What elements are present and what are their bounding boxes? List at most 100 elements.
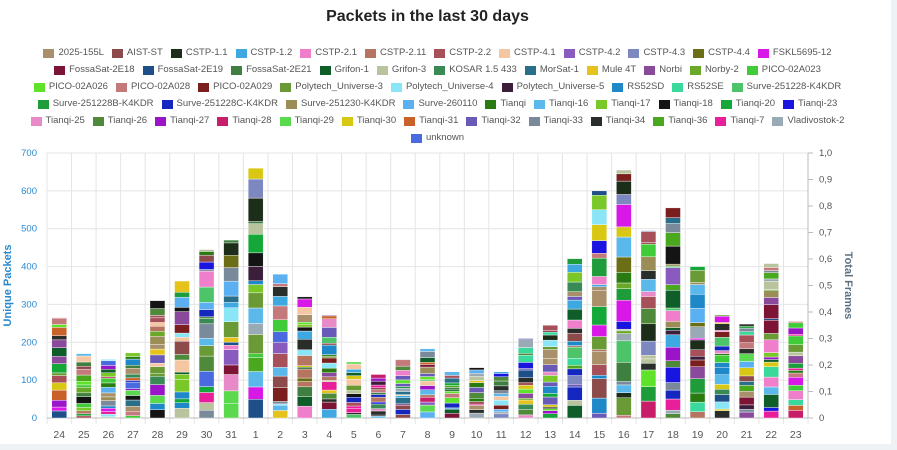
bar-segment	[174, 292, 190, 298]
bar-segment	[665, 307, 681, 311]
bar-segment	[468, 376, 485, 381]
legend-item[interactable]: Mule 4T	[586, 63, 636, 77]
legend-item[interactable]: CSTP-2.2	[434, 46, 491, 60]
legend-item[interactable]: Grifon-1	[319, 63, 369, 77]
legend-item[interactable]: Norby-2	[689, 63, 739, 77]
legend-item[interactable]: Polytech_Universe-5	[501, 80, 604, 94]
legend-item[interactable]: Tianqi-28	[217, 114, 272, 128]
legend-item[interactable]: CSTP-1.1	[170, 46, 228, 60]
bar-segment	[616, 226, 632, 238]
bar-segment	[517, 393, 534, 399]
bar-segment	[198, 386, 215, 393]
x-tick-label: 2	[277, 429, 283, 441]
bar-segment	[493, 405, 509, 410]
bar-segment	[738, 342, 755, 350]
legend-item[interactable]: Polytech_Universe-4	[390, 80, 494, 94]
bar-segment	[198, 323, 215, 339]
legend-item[interactable]: Surve-251228C-K4KDR	[161, 97, 278, 111]
legend-item[interactable]: Tianqi-23	[783, 97, 837, 111]
bar-segment	[321, 393, 338, 400]
legend-item[interactable]: Tianqi-20	[720, 97, 775, 111]
legend-item[interactable]: RS52SD	[612, 80, 664, 94]
legend-item[interactable]: Tianqi-16	[533, 97, 588, 111]
bar-segment	[738, 348, 755, 354]
legend-item[interactable]: unknown	[410, 131, 464, 145]
bar-segment	[616, 300, 632, 322]
legend-item[interactable]: Tianqi-7	[715, 114, 764, 128]
legend-swatch	[30, 116, 42, 126]
bar-segment	[223, 341, 239, 346]
y2-tick-label: 0,2	[819, 360, 832, 371]
legend-item[interactable]: Tianqi-36	[653, 114, 707, 128]
legend-item[interactable]: PICO-02A026	[33, 80, 108, 94]
legend-swatch	[485, 99, 497, 109]
bar-segment	[223, 364, 239, 375]
legend-item[interactable]: Norbi	[644, 63, 682, 77]
legend-item[interactable]: Tianqi-18	[658, 97, 713, 111]
bar-segment	[76, 396, 92, 404]
legend-item[interactable]: Tianqi-26	[92, 114, 147, 128]
bar-segment	[689, 282, 706, 285]
legend-item[interactable]: Grifon-3	[376, 63, 426, 77]
bar-segment	[419, 394, 436, 398]
legend-item[interactable]: PICO-02A028	[115, 80, 191, 94]
bar-segment	[395, 370, 411, 376]
bar-segment	[468, 369, 485, 374]
legend-item[interactable]: CSTP-4.2	[563, 46, 620, 60]
legend-swatch	[596, 99, 608, 109]
x-tick-label: 26	[103, 429, 115, 441]
legend-item[interactable]: FSKL5695-12	[757, 46, 832, 60]
legend-item[interactable]: MorSat-1	[524, 63, 579, 77]
legend-item[interactable]: RS52SE	[672, 80, 724, 94]
bar-segment	[321, 376, 338, 381]
bar-segment	[247, 221, 264, 224]
legend-item[interactable]: CSTP-4.4	[693, 46, 750, 60]
legend-swatch	[672, 82, 684, 92]
legend-label: PICO-02A029	[213, 81, 273, 92]
y2-tick-label: 1,0	[819, 148, 832, 159]
legend-item[interactable]: KOSAR 1.5 433	[434, 63, 517, 77]
legend-item[interactable]: Polytech_Universe-3	[280, 80, 383, 94]
bar-segment	[370, 394, 387, 398]
bar-segment	[223, 280, 239, 297]
legend-item[interactable]: Tianqi-31	[404, 114, 458, 128]
legend-item[interactable]: AIST-ST	[111, 46, 163, 60]
legend-item[interactable]: FossaSat-2E19	[142, 63, 223, 77]
legend-item[interactable]: FossaSat-2E21	[231, 63, 312, 77]
legend-label: PICO-02A026	[48, 81, 108, 92]
legend-item[interactable]: Tianqi-30	[341, 114, 396, 128]
legend-item[interactable]: Tianqi-32	[466, 114, 521, 128]
legend-item[interactable]: Tianqi-25	[30, 114, 85, 128]
legend-item[interactable]: Surve-251230-K4KDR	[285, 97, 395, 111]
legend-item[interactable]: Tianqi-34	[590, 114, 645, 128]
bar-segment	[567, 400, 583, 406]
legend-label: PICO-02A028	[130, 81, 191, 92]
bar-segment	[640, 291, 657, 297]
bar-segment	[321, 401, 338, 410]
legend-label: Polytech_Universe-4	[405, 81, 494, 92]
legend-item[interactable]: CSTP-4.1	[499, 46, 556, 60]
legend-label: 2025-155L	[58, 47, 104, 58]
legend-item[interactable]: CSTP-4.3	[628, 46, 685, 60]
legend-item[interactable]: Surve-251228-K4KDR	[731, 80, 841, 94]
legend-item[interactable]: Tianqi-29	[279, 114, 334, 128]
legend-item[interactable]: Tianqi	[485, 97, 526, 111]
legend-item[interactable]: PICO-02A029	[198, 80, 272, 94]
chart-title: Packets in the last 30 days	[326, 8, 529, 25]
legend-item[interactable]: Tianqi-17	[596, 97, 651, 111]
bar-segment	[321, 344, 338, 355]
legend-item[interactable]: Surve-251228B-K4KDR	[37, 97, 154, 111]
legend-swatch	[590, 116, 602, 126]
legend-item[interactable]: 2025-155L	[43, 46, 104, 60]
legend-item[interactable]: Tianqi-27	[155, 114, 209, 128]
bar-segment	[665, 330, 681, 336]
legend-item[interactable]: Tianqi-33	[528, 114, 583, 128]
legend-item[interactable]: FossaSat-2E18	[54, 63, 135, 77]
legend-item[interactable]: CSTP-2.11	[364, 46, 426, 60]
legend-item[interactable]: Vladivostok-2	[772, 114, 844, 128]
legend-item[interactable]: PICO-02A023	[746, 63, 821, 77]
legend-item[interactable]: CSTP-2.1	[300, 46, 357, 60]
legend-item[interactable]: Surve-260110	[403, 97, 477, 111]
bar-segment	[419, 380, 436, 386]
legend-item[interactable]: CSTP-1.2	[235, 46, 292, 60]
